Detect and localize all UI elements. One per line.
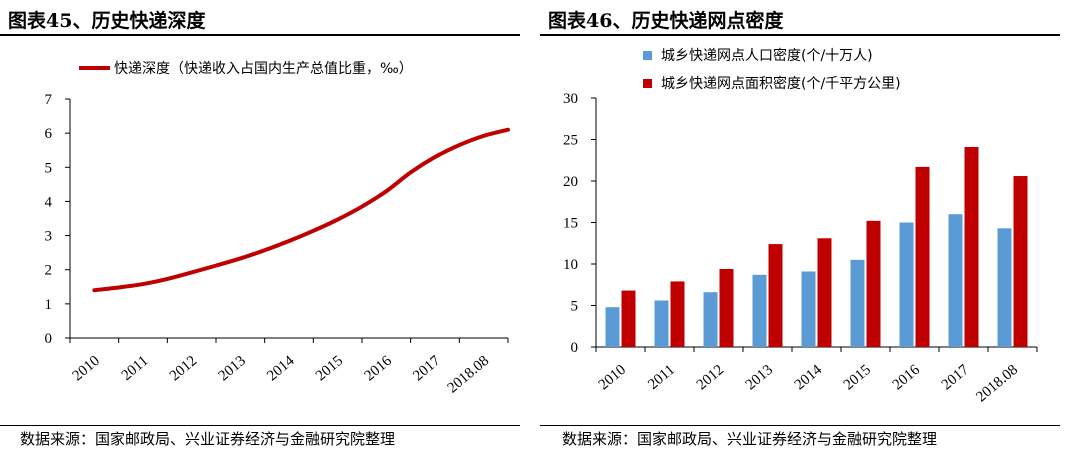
x-tick-label: 2018.08 (973, 362, 1021, 406)
legend-label: 城乡快递网点面积密度(个/千平方公里) (661, 75, 901, 92)
bar-population-density (948, 214, 963, 347)
x-tick-label: 2012 (694, 362, 727, 394)
y-tick-label: 4 (45, 194, 53, 210)
y-tick-label: 20 (563, 174, 578, 190)
bar-population-density (850, 259, 865, 347)
y-tick-label: 5 (571, 299, 579, 315)
y-tick-label: 15 (563, 216, 578, 232)
x-tick-label: 2013 (216, 353, 249, 385)
line-chart: 0 1 2 3 4 5 6 7 2010 2011 2012 2013 2014 2015 2016 2017… (45, 61, 510, 397)
legend-swatch (643, 79, 652, 88)
x-tick-label: 2018.08 (445, 353, 493, 397)
source-note: 数据来源：国家邮政局、兴业证券经济与金融研究院整理 (562, 430, 938, 448)
bar-area-density (670, 281, 685, 347)
left-panel: 图表45、历史快递深度 0 1 2 3 4 5 6 7 2010 2011 2012 2013 2014… (0, 10, 520, 448)
x-tick-label: 2011 (645, 362, 678, 393)
y-tick-label: 0 (45, 331, 53, 347)
x-tick-label: 2017 (939, 361, 973, 393)
legend-label: 城乡快递网点人口密度(个/十万人) (661, 47, 873, 64)
y-tick-label: 25 (563, 133, 578, 149)
bar-area-density (817, 238, 832, 347)
y-tick-label: 1 (45, 297, 53, 313)
legend-label: 快递深度（快递收入占国内生产总值比重，‰） (114, 61, 413, 77)
x-tick-label: 2014 (264, 352, 298, 384)
x-tick-label: 2014 (792, 361, 826, 393)
title-rule (540, 34, 1060, 36)
bar-population-density (997, 228, 1012, 347)
figure-title: 图表46、历史快递网点密度 (548, 10, 784, 32)
x-tick-label: 2012 (167, 353, 200, 385)
bar-area-density (621, 290, 636, 347)
y-tick-label: 3 (45, 229, 53, 245)
title-rule (0, 34, 520, 36)
right-panel: 图表46、历史快递网点密度 0 5 10 15 20 25 30 2010 2011 2012 20… (540, 0, 1080, 453)
y-tick-label: 2 (45, 263, 53, 279)
bar-area-density (768, 244, 783, 347)
legend-swatch (643, 51, 652, 60)
y-tick-label: 5 (45, 160, 53, 176)
x-tick-label: 2017 (410, 352, 444, 384)
bar-population-density (605, 307, 620, 347)
bar-population-density (899, 222, 914, 347)
bar-population-density (654, 300, 669, 347)
x-tick-label: 2013 (743, 362, 776, 394)
bottom-rule (0, 425, 520, 426)
bar-chart: 0 5 10 15 20 25 30 2010 2011 2012 2013 2014 2015 2016… (563, 47, 1038, 406)
x-tick-label: 2011 (119, 353, 152, 384)
y-tick-label: 10 (563, 257, 578, 273)
source-note: 数据来源：国家邮政局、兴业证券经济与金融研究院整理 (20, 430, 396, 448)
figure-title: 图表45、历史快递深度 (8, 10, 206, 32)
bar-area-density (915, 166, 930, 347)
x-tick-label: 2010 (70, 353, 103, 385)
bar-population-density (703, 292, 718, 347)
y-tick-label: 7 (45, 92, 53, 108)
bar-area-density (1013, 176, 1028, 347)
bar-population-density (752, 274, 767, 347)
y-tick-label: 0 (571, 340, 579, 356)
bar-area-density (719, 268, 734, 347)
y-tick-label: 6 (45, 126, 53, 142)
x-tick-label: 2015 (841, 362, 874, 394)
x-tick-label: 2016 (362, 352, 396, 384)
x-tick-label: 2016 (890, 361, 924, 393)
bar-area-density (866, 220, 881, 347)
bar-area-density (964, 146, 979, 347)
series-line (92, 127, 510, 293)
x-tick-label: 2010 (596, 362, 629, 394)
x-tick-label: 2015 (313, 353, 346, 385)
bottom-rule (540, 425, 1060, 426)
bar-population-density (801, 271, 816, 347)
y-tick-label: 30 (563, 91, 578, 107)
